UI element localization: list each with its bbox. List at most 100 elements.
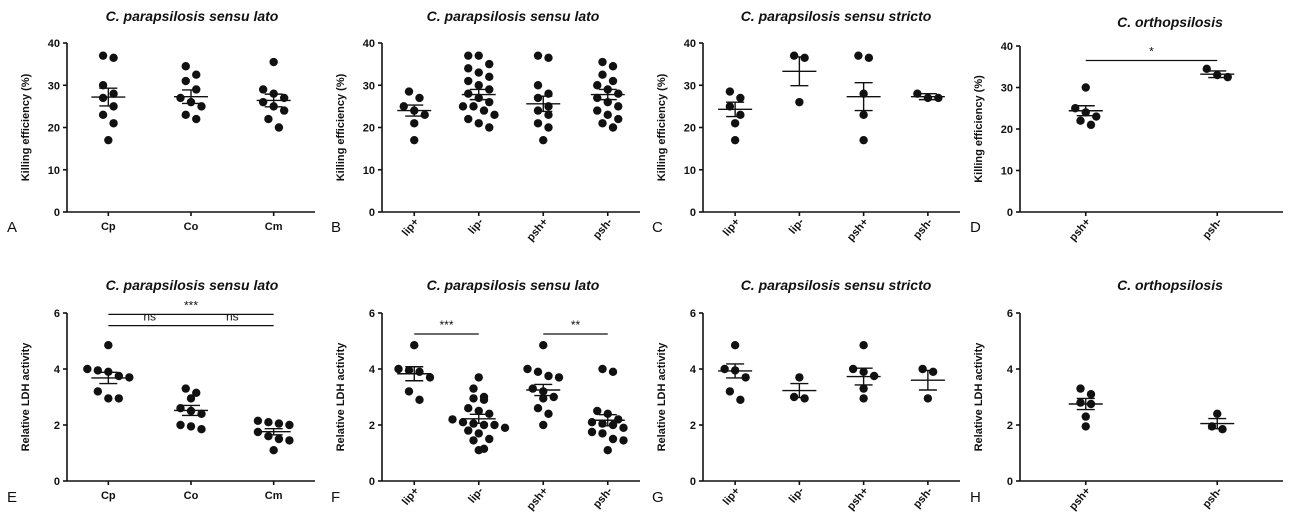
- panel-title: C. parapsilosis sensu lato: [106, 8, 279, 24]
- data-point: [109, 89, 118, 98]
- data-point: [394, 364, 403, 374]
- data-point: [523, 364, 532, 374]
- panel-title: C. parapsilosis sensu lato: [427, 277, 600, 293]
- data-point: [458, 418, 468, 427]
- panel-d: C. orthopsilosis D 0 10 20 30 40 Killing effici…: [970, 14, 1283, 244]
- y-tick-label: 30: [684, 80, 696, 92]
- data-point: [410, 135, 419, 145]
- data-point: [264, 114, 273, 124]
- data-point: [554, 373, 564, 382]
- data-point: [598, 57, 607, 67]
- data-point: [608, 62, 618, 71]
- data-point: [539, 135, 548, 145]
- data-point: [619, 436, 628, 445]
- y-tick-label: 0: [1007, 476, 1013, 488]
- data-point: [186, 422, 196, 431]
- x-tick-label: psh-: [911, 216, 935, 242]
- data-point: [598, 70, 607, 79]
- panel-f: C. parapsilosis sensu lato F 0 2 4 6 Relative …: [331, 277, 640, 513]
- data-point: [181, 110, 190, 120]
- data-point: [98, 93, 108, 103]
- data-point: [928, 367, 938, 376]
- data-point: [1081, 412, 1090, 421]
- x-tick-label: lip+: [721, 485, 743, 507]
- data-point: [923, 394, 933, 403]
- data-point: [725, 87, 735, 96]
- data-point: [913, 89, 922, 98]
- panel-title: C. orthopsilosis: [1117, 14, 1223, 30]
- data-point: [415, 93, 424, 103]
- panel-title: C. parapsilosis sensu stricto: [741, 277, 932, 293]
- x-tick-label: psh-: [591, 216, 615, 242]
- data-point: [469, 102, 478, 111]
- x-tick-label: psh+: [1067, 216, 1093, 244]
- data-point: [533, 51, 543, 60]
- y-tick-label: 6: [690, 308, 696, 320]
- data-point: [485, 85, 494, 94]
- data-point: [859, 135, 868, 145]
- y-tick-label: 20: [684, 123, 696, 135]
- data-point: [410, 119, 419, 128]
- data-point: [197, 102, 206, 111]
- data-point: [1223, 72, 1232, 82]
- data-point: [109, 53, 118, 62]
- data-point: [608, 76, 618, 86]
- y-tick-label: 4: [690, 364, 697, 376]
- y-tick-label: 0: [369, 207, 375, 219]
- data-point: [720, 364, 729, 374]
- data-point: [1086, 390, 1096, 399]
- y-tick-label: 10: [684, 165, 696, 177]
- data-point: [285, 436, 294, 445]
- y-tick-label: 40: [363, 38, 375, 50]
- data-point: [464, 64, 473, 73]
- data-point: [176, 420, 185, 430]
- data-point: [253, 416, 263, 425]
- data-point: [474, 51, 483, 60]
- data-point: [98, 81, 108, 90]
- data-point: [741, 373, 750, 382]
- data-point: [485, 59, 494, 69]
- data-point: [104, 341, 113, 350]
- data-point: [730, 135, 740, 145]
- data-point: [789, 51, 799, 60]
- data-point: [795, 373, 804, 382]
- data-point: [415, 367, 424, 376]
- data-point: [420, 110, 429, 120]
- x-tick-label: psh-: [1200, 216, 1224, 242]
- data-point: [598, 429, 607, 438]
- y-tick-label: 10: [48, 165, 60, 177]
- data-point: [593, 106, 602, 115]
- data-point: [1076, 384, 1085, 393]
- panel-letter: F: [331, 489, 340, 506]
- data-point: [192, 70, 201, 79]
- data-point: [614, 114, 623, 124]
- data-point: [608, 434, 618, 444]
- data-point: [274, 419, 284, 428]
- y-tick-label: 40: [48, 38, 60, 50]
- x-tick-label: psh+: [525, 216, 551, 244]
- x-tick-label: Cm: [265, 490, 283, 502]
- data-point: [274, 123, 284, 132]
- y-axis-title: Relative LDH activity: [656, 342, 668, 452]
- data-point: [104, 394, 113, 403]
- data-point: [490, 110, 499, 120]
- data-point: [425, 373, 435, 382]
- data-point: [464, 114, 473, 124]
- data-point: [98, 51, 108, 60]
- y-tick-label: 6: [1007, 308, 1013, 320]
- data-point: [258, 85, 268, 94]
- significance-label: ***: [439, 318, 453, 332]
- y-tick-label: 2: [1007, 420, 1013, 432]
- data-point: [279, 106, 289, 115]
- data-point: [1086, 120, 1096, 130]
- panel-letter: E: [7, 489, 17, 506]
- data-point: [528, 384, 537, 393]
- data-point: [544, 53, 553, 62]
- y-tick-label: 0: [54, 476, 60, 488]
- data-point: [186, 394, 196, 403]
- data-point: [608, 420, 618, 430]
- data-point: [549, 392, 558, 402]
- data-point: [479, 395, 489, 404]
- panel-title: C. parapsilosis sensu stricto: [741, 8, 932, 24]
- panel-letter: A: [7, 219, 17, 236]
